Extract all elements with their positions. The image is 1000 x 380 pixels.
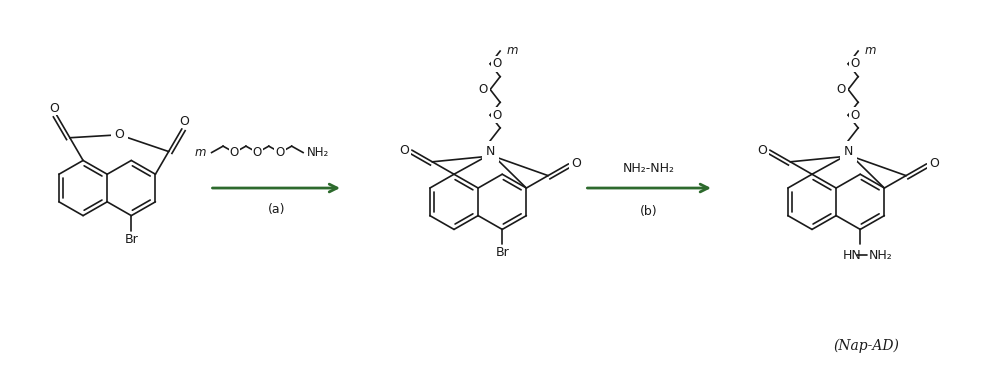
Text: HN: HN — [843, 249, 862, 261]
Text: NH₂: NH₂ — [868, 249, 892, 261]
Text: O: O — [479, 83, 488, 96]
Text: O: O — [276, 146, 285, 158]
Text: m: m — [864, 44, 876, 57]
Text: O: O — [230, 146, 239, 158]
Text: N: N — [485, 145, 495, 158]
Text: Br: Br — [124, 233, 138, 246]
Text: O: O — [851, 57, 860, 70]
Text: O: O — [49, 101, 59, 114]
Text: O: O — [179, 116, 189, 128]
Text: O: O — [493, 109, 502, 122]
Text: O: O — [930, 157, 939, 170]
Text: O: O — [572, 157, 581, 170]
Text: Br: Br — [495, 245, 509, 258]
Text: NH₂: NH₂ — [307, 146, 329, 159]
Text: O: O — [851, 109, 860, 122]
Text: O: O — [493, 57, 502, 70]
Text: O: O — [114, 128, 124, 141]
Text: O: O — [399, 144, 409, 157]
Text: m: m — [506, 44, 518, 57]
Text: (a): (a) — [268, 203, 285, 216]
Text: O: O — [757, 144, 767, 157]
Text: m: m — [194, 146, 206, 159]
Text: N: N — [843, 145, 853, 158]
Text: O: O — [253, 146, 262, 158]
Text: NH₂-NH₂: NH₂-NH₂ — [623, 162, 675, 175]
Text: (Nap-AD): (Nap-AD) — [833, 339, 899, 353]
Text: O: O — [837, 83, 846, 96]
Text: (b): (b) — [640, 205, 658, 218]
